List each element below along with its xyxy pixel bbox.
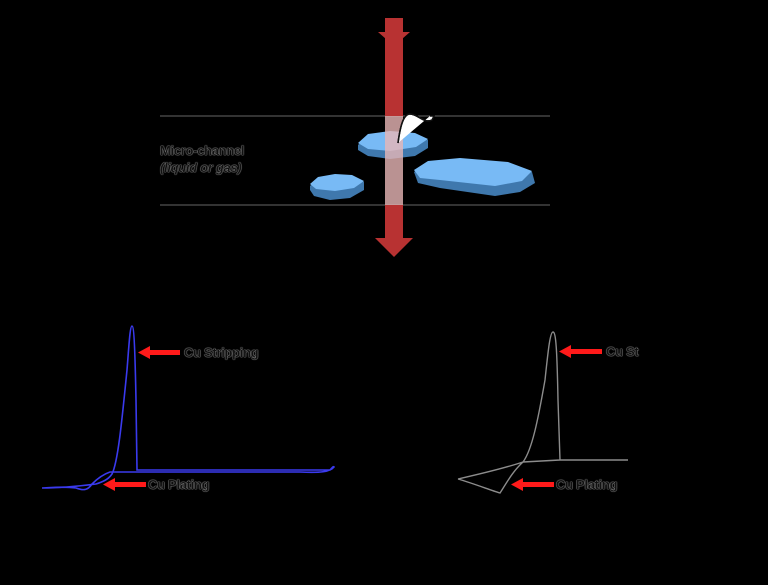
- probe-wire-icon: [397, 113, 436, 144]
- particle-large-right: [414, 158, 535, 196]
- left-cv-plot: [41, 325, 336, 491]
- right-stripping-label: Cu St: [606, 344, 639, 359]
- right-stripping-arrow-icon: [559, 345, 602, 358]
- channel-label: Micro-channel (liquid or gas): [160, 142, 245, 176]
- left-plating-arrow-icon: [103, 478, 146, 491]
- right-plating-label: Cu Plating: [556, 477, 618, 492]
- left-stripping-arrow-icon: [138, 346, 180, 359]
- left-stripping-label: Cu Stripping: [184, 345, 259, 360]
- left-plating-label: Cu Plating: [148, 477, 210, 492]
- channel-label-line1: Micro-channel: [160, 143, 245, 158]
- channel-label-line2: (liquid or gas): [160, 160, 242, 175]
- right-cv-plot: [457, 331, 628, 494]
- right-plating-arrow-icon: [511, 478, 554, 491]
- particle-small-left: [310, 174, 364, 200]
